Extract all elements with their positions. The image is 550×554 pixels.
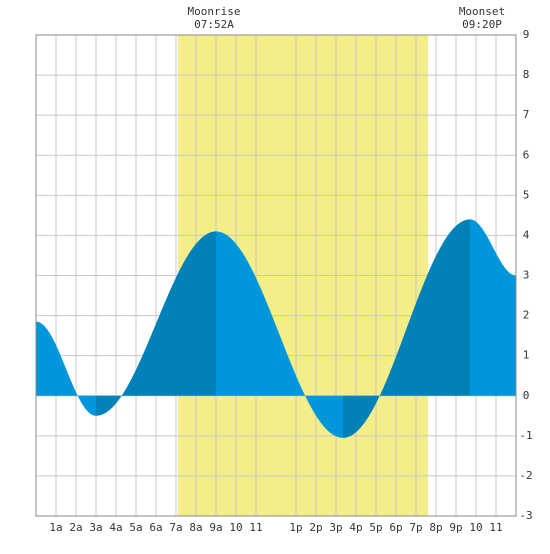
x-tick-label: 3a [89, 521, 102, 534]
x-tick-label: 9p [449, 521, 462, 534]
x-tick-label: 8a [189, 521, 202, 534]
y-tick-label: -3 [519, 509, 532, 522]
x-tick-label: 9a [209, 521, 222, 534]
plot-frame [35, 34, 517, 517]
x-tick-label: 3p [329, 521, 342, 534]
annotation-label: Moonset [459, 5, 505, 18]
x-tick-label: 7a [169, 521, 182, 534]
x-tick-label: 4p [349, 521, 362, 534]
tide-area [36, 321, 96, 416]
annotation-time: 09:20P [462, 18, 502, 31]
y-tick-label: 9 [523, 28, 530, 41]
x-tick-label: 1p [289, 521, 302, 534]
x-tick-label: 8p [429, 521, 442, 534]
tide-area [343, 219, 470, 438]
y-tick-label: 1 [523, 349, 530, 362]
x-tick-label: 5a [129, 521, 142, 534]
y-tick-label: 5 [523, 188, 530, 201]
x-tick-label: 6a [149, 521, 162, 534]
annotation-time: 07:52A [194, 18, 234, 31]
x-tick-label: 11 [489, 521, 502, 534]
y-tick-label: 7 [523, 108, 530, 121]
x-tick-label: 11 [249, 521, 262, 534]
x-tick-label: 10 [229, 521, 242, 534]
y-tick-label: 4 [523, 228, 530, 241]
tide-area [96, 231, 216, 416]
x-tick-label: 6p [389, 521, 402, 534]
y-tick-label: 0 [523, 389, 530, 402]
y-tick-label: -1 [519, 429, 532, 442]
x-tick-label: 1a [49, 521, 62, 534]
x-tick-label: 2a [69, 521, 82, 534]
tide-area [470, 219, 516, 396]
y-tick-label: 3 [523, 269, 530, 282]
y-tick-label: 6 [523, 148, 530, 161]
y-tick-label: 2 [523, 309, 530, 322]
x-tick-label: 10 [469, 521, 482, 534]
x-tick-label: 2p [309, 521, 322, 534]
y-tick-label: 8 [523, 68, 530, 81]
tide-area [216, 231, 343, 438]
x-tick-label: 4a [109, 521, 122, 534]
x-tick-label: 5p [369, 521, 382, 534]
y-tick-label: -2 [519, 469, 532, 482]
x-tick-label: 7p [409, 521, 422, 534]
annotation-label: Moonrise [188, 5, 241, 18]
